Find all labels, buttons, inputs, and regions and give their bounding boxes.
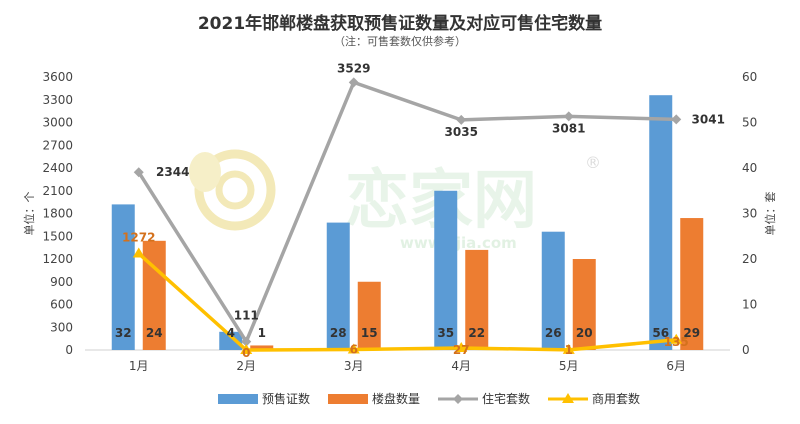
legend-item: 商用套数 (548, 391, 640, 406)
triangle-marker (240, 344, 253, 354)
x-tick-label: 3月 (344, 359, 364, 373)
line-residential-units (137, 80, 677, 344)
left-tick-label: 900 (50, 275, 73, 289)
line-data-label: 1 (565, 343, 573, 357)
bar-project-count (465, 249, 489, 350)
line-data-label: 27 (453, 343, 470, 357)
legend-swatch (218, 394, 258, 404)
line-data-label: 6 (350, 343, 358, 357)
bar-data-label: 32 (115, 326, 132, 340)
left-tick-label: 1500 (42, 229, 73, 243)
line-data-label: 135 (664, 335, 689, 349)
triangle-marker (455, 341, 468, 352)
line-data-label: 0 (242, 346, 250, 360)
left-tick-label: 0 (65, 343, 73, 357)
bar-data-label: 26 (545, 326, 562, 340)
right-tick-label: 40 (742, 161, 757, 175)
x-tick-label: 4月 (451, 359, 471, 373)
legend-label: 住宅套数 (482, 391, 530, 406)
legend-item: 住宅套数 (438, 391, 530, 406)
legend-label: 商用套数 (592, 391, 640, 406)
bar-presale-permits (541, 231, 565, 350)
left-tick-label: 3300 (42, 93, 73, 107)
bar-data-label: 35 (437, 326, 454, 340)
bar-presale-permits (219, 331, 243, 350)
left-tick-label: 2100 (42, 184, 73, 198)
bar-data-label: 29 (683, 326, 700, 340)
legend-label: 楼盘数量 (372, 391, 420, 406)
bar-presale-permits (111, 204, 135, 350)
line-data-label: 3081 (552, 121, 585, 135)
bar-project-count (142, 240, 166, 350)
bar-data-label: 4 (227, 326, 235, 340)
right-tick-label: 30 (742, 207, 757, 221)
watermark-logo: 恋家网 www.Ljia.com ® (189, 149, 601, 252)
line-data-label: 3041 (692, 112, 725, 126)
line-data-label: 3529 (337, 61, 370, 75)
right-tick-label: 10 (742, 298, 757, 312)
left-tick-label: 2700 (42, 138, 73, 152)
x-tick-label: 1月 (129, 359, 149, 373)
bar-project-count (572, 259, 596, 350)
line-data-label: 111 (234, 309, 259, 323)
legend-label: 预售证数 (262, 391, 310, 406)
triangle-marker (562, 343, 575, 354)
triangle-marker (562, 393, 574, 403)
line-data-label: 1272 (122, 231, 155, 245)
legend-item: 楼盘数量 (328, 391, 420, 406)
registered-mark: ® (585, 153, 601, 172)
left-tick-label: 1800 (42, 207, 73, 221)
diamond-marker (453, 394, 463, 404)
legend-item: 预售证数 (218, 391, 310, 406)
legend-swatch (328, 394, 368, 404)
triangle-marker (670, 333, 683, 344)
diamond-marker (456, 114, 467, 125)
right-axis-title: 单位：套 (763, 192, 777, 236)
bar-data-label: 15 (361, 326, 378, 340)
line-data-label: 2344 (156, 165, 189, 179)
x-tick-label: 6月 (666, 359, 686, 373)
diamond-marker (241, 336, 252, 347)
right-tick-label: 60 (742, 70, 757, 84)
bar-data-label: 56 (652, 326, 669, 340)
left-tick-label: 1200 (42, 252, 73, 266)
line-data-label: 3035 (445, 125, 478, 139)
diamond-marker (671, 114, 682, 125)
bar-data-label: 22 (468, 326, 485, 340)
diamond-marker (133, 167, 144, 178)
watermark-url: www.Ljia.com (400, 234, 517, 252)
x-tick-label: 2月 (236, 359, 256, 373)
bar-project-count (680, 218, 704, 350)
left-tick-label: 3600 (42, 70, 73, 84)
right-tick-label: 50 (742, 116, 757, 130)
bar-presale-permits (326, 222, 350, 350)
left-tick-label: 300 (50, 320, 73, 334)
left-tick-label: 3000 (42, 116, 73, 130)
right-tick-label: 0 (742, 343, 750, 357)
line-commercial-units (137, 252, 677, 352)
triangle-marker (347, 343, 360, 354)
x-tick-label: 5月 (559, 359, 579, 373)
diamond-marker (563, 111, 574, 122)
triangle-marker (132, 247, 145, 258)
bar-data-label: 24 (146, 326, 163, 340)
bar-data-label: 20 (576, 326, 593, 340)
bar-data-label: 28 (330, 326, 347, 340)
bar-data-label: 1 (258, 326, 266, 340)
left-tick-label: 2400 (42, 161, 73, 175)
bar-project-count (250, 345, 274, 350)
right-tick-label: 20 (742, 252, 757, 266)
bar-presale-permits (434, 190, 458, 350)
diamond-marker (348, 77, 359, 88)
chart-title: 2021年邯郸楼盘获取预售证数量及对应可售住宅数量 (197, 14, 603, 34)
bar-presale-permits (649, 95, 673, 350)
chart-subtitle: （注：可售套数仅供参考） (334, 35, 466, 48)
left-tick-label: 600 (50, 298, 73, 312)
bar-project-count (357, 281, 381, 350)
left-axis-title: 单位：个 (22, 192, 36, 236)
